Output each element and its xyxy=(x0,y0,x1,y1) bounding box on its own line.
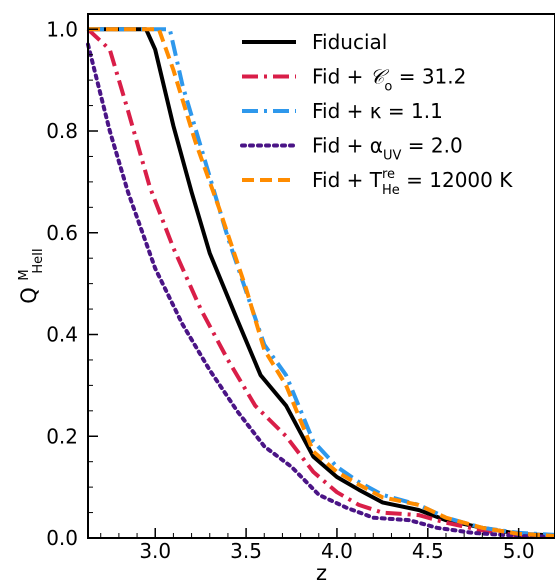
legend-label-1: Fiducial xyxy=(312,30,387,54)
x-tick-label: 3.0 xyxy=(139,539,171,563)
series-line-5 xyxy=(88,27,555,538)
legend-label-suffix: = 31.2 xyxy=(392,65,466,89)
y-axis-label-main: Q xyxy=(17,287,41,304)
y-tick-label: 1.0 xyxy=(46,17,78,41)
y-tick-label: 0.8 xyxy=(46,119,78,143)
legend-label-subscript: UV xyxy=(383,149,402,164)
ticks-layer: 3.0 3.5 4.0 4.5 5.0 0.0 0.2 0.4 0.6 0.8 1.0 xyxy=(46,17,555,563)
legend-label-prefix: Fid + κ = 1.1 xyxy=(312,99,443,123)
y-axis-label-superscript: M xyxy=(17,269,32,280)
x-axis-label: z xyxy=(316,561,327,581)
series-line-4 xyxy=(86,42,555,539)
y-tick-label: 0.6 xyxy=(46,221,78,245)
x-tick-label: 5.0 xyxy=(503,539,535,563)
legend-label-superscript: re xyxy=(382,167,395,182)
legend-label-3: Fid + κ = 1.1 xyxy=(312,99,443,123)
legend-label-suffix: = 12000 K xyxy=(400,168,513,192)
y-tick-label: 0.2 xyxy=(46,424,78,448)
x-tick-label: 4.0 xyxy=(321,539,353,563)
legend-label-subscript: He xyxy=(382,183,400,198)
legend-label-5: Fid + Tre He = 12000 K xyxy=(312,167,513,198)
legend: Fiducial Fid + 𝒞o = 31.2 Fid + κ = 1.1 Fid … xyxy=(240,30,513,198)
legend-label-prefix: Fid + α xyxy=(312,134,383,158)
legend-label-2: Fid + 𝒞o = 31.2 xyxy=(312,65,466,95)
legend-label-4: Fid + αUV = 2.0 xyxy=(312,134,463,164)
x-tick-label: 4.5 xyxy=(412,539,444,563)
legend-label-suffix: = 2.0 xyxy=(401,134,462,158)
legend-label-prefix: Fid + xyxy=(312,65,370,89)
legend-label-subscript: o xyxy=(384,80,392,95)
y-axis-label-subscript: HeII xyxy=(31,248,46,273)
y-axis-label: Q M HeII xyxy=(9,248,46,304)
series-line-1 xyxy=(88,27,555,538)
y-tick-label: 0.4 xyxy=(46,323,78,347)
series-layer xyxy=(86,27,555,539)
series-line-2 xyxy=(86,27,555,539)
x-tick-label: 3.5 xyxy=(230,539,262,563)
legend-label-prefix: Fiducial xyxy=(312,30,387,54)
y-tick-label: 0.0 xyxy=(46,526,78,550)
plot-frame xyxy=(87,13,555,539)
legend-label-prefix: Fid + T xyxy=(312,168,383,192)
